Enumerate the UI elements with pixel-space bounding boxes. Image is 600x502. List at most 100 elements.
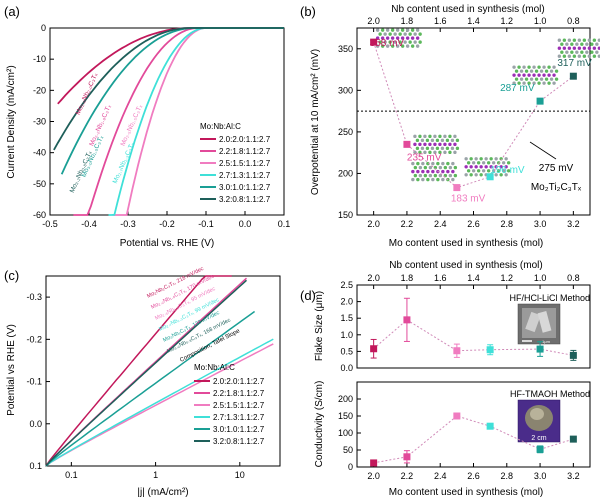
b-atom <box>450 138 455 143</box>
panel-c-curves <box>45 275 274 467</box>
b-atom <box>383 40 387 44</box>
b-atom <box>499 165 503 169</box>
b-atom <box>418 150 422 155</box>
b-atom <box>489 165 493 169</box>
d-x-tick-label: 2.2 <box>401 471 414 481</box>
b-atom <box>554 69 559 73</box>
b-atom <box>592 54 597 58</box>
b-atom <box>428 173 433 178</box>
d-lower-point <box>536 445 544 453</box>
b-atom <box>562 38 567 42</box>
b-atom <box>595 50 599 54</box>
b-atom <box>577 46 582 50</box>
b-atom <box>455 146 460 151</box>
b-atom <box>557 54 562 58</box>
c-x-tick-label: 1 <box>153 470 158 480</box>
c-legend-entry: 2.0:2.0:1.1:2.7 <box>213 377 265 386</box>
b-structure-inset <box>557 38 600 58</box>
b-atom <box>441 161 445 166</box>
panel-b-letter: (b) <box>300 4 316 19</box>
b-structure-inset <box>464 157 511 177</box>
panel-b-x-ticks: 2.0 2.2 2.4 2.6 2.8 3.0 3.2 <box>367 211 580 229</box>
panel-b-trend-line <box>373 41 574 189</box>
b-y-tick-label: 300 <box>338 85 353 95</box>
b-atom <box>597 46 600 50</box>
b-atom <box>395 28 400 32</box>
b-atom <box>398 32 402 36</box>
b-atom <box>506 169 511 173</box>
b-atom <box>405 36 410 40</box>
panel-d-upper-points <box>370 297 577 361</box>
b-atom <box>445 138 450 143</box>
b-atom <box>433 134 437 139</box>
b-atom <box>479 165 483 169</box>
b-atom <box>431 161 435 166</box>
b-atom <box>532 81 536 85</box>
b-atom <box>433 142 437 147</box>
b-atom <box>464 165 468 169</box>
b-atom <box>474 157 478 161</box>
b-atom <box>524 69 529 73</box>
panel-c-frame <box>45 275 281 467</box>
panel-b-reference-material: Mo₂Ti₂C₃Tₓ <box>531 182 582 193</box>
b-atom <box>464 157 468 161</box>
b-atom <box>506 161 511 165</box>
b-structure-inset <box>375 28 422 48</box>
b-atom <box>481 169 486 173</box>
b-atom <box>595 42 599 46</box>
b-point <box>569 72 577 80</box>
panel-d-top-ticks: 2.0 1.8 1.6 1.4 1.2 1.0 0.8 <box>367 273 580 289</box>
b-atom <box>411 177 415 182</box>
b-atom <box>532 73 536 77</box>
b-x-tick-label: 2.8 <box>501 219 514 229</box>
panel-b: (b) Nb content used in synthesis (mol) 2… <box>300 4 600 249</box>
b-atom <box>415 44 420 48</box>
b-value-label: 358 mV <box>370 38 405 49</box>
b-atom <box>410 28 415 32</box>
panel-d-x-ticks: 2.0 2.2 2.4 2.6 2.8 3.0 3.2 <box>367 463 580 481</box>
b-atom <box>575 42 579 46</box>
b-atom <box>390 36 395 40</box>
b-atom <box>544 77 549 81</box>
b-atom <box>420 146 425 151</box>
b-atom <box>471 169 476 173</box>
b-atom <box>393 40 397 44</box>
b-atom <box>474 173 478 177</box>
b-atom <box>415 138 420 143</box>
b-atom <box>534 77 539 81</box>
b-atom <box>431 177 435 182</box>
panel-a-x-ticks: -0.5 -0.4 -0.3 -0.2 -0.1 0.0 0.1 <box>42 211 290 229</box>
b-atom <box>597 54 600 58</box>
b-atom <box>577 38 582 42</box>
a-legend-entry: 2.2:1.8:1.1:2.7 <box>219 147 271 156</box>
b-atom <box>466 169 471 173</box>
panel-b-reference-pointer <box>529 141 557 160</box>
b-atom <box>378 40 382 44</box>
b-atom <box>411 161 415 166</box>
panel-c: (c) 0.1 1 10 -0.3-0.2-0.10.00.1 Mo₂Nb₂C₃Tₓ… <box>4 266 281 498</box>
b-atom <box>532 65 536 69</box>
d-x-tick-label: 2.0 <box>367 471 380 481</box>
b-y-tick-label: 250 <box>338 127 353 137</box>
panel-a-letter: (a) <box>4 4 20 19</box>
d-upper-y-tick-label: 2.0 <box>340 297 353 307</box>
a-x-tick-label: -0.4 <box>81 219 97 229</box>
b-top-tick-label: 1.4 <box>467 16 480 26</box>
a-y-tick-label: 0 <box>41 23 46 33</box>
d-lower-point <box>453 412 461 420</box>
a-y-tick-label: -60 <box>33 210 46 220</box>
b-atom <box>395 44 400 48</box>
b-atom <box>423 142 427 147</box>
b-atom <box>418 142 422 147</box>
d-lower-point <box>403 453 411 461</box>
b-atom <box>388 32 392 36</box>
b-atom <box>517 81 521 85</box>
b-atom <box>491 161 496 165</box>
c-legend-entry: 2.2:1.8:1.1:2.7 <box>213 389 265 398</box>
b-atom <box>423 150 427 155</box>
b-atom <box>440 146 445 151</box>
b-atom <box>425 146 430 151</box>
b-atom <box>451 161 455 166</box>
b-atom <box>474 165 478 169</box>
